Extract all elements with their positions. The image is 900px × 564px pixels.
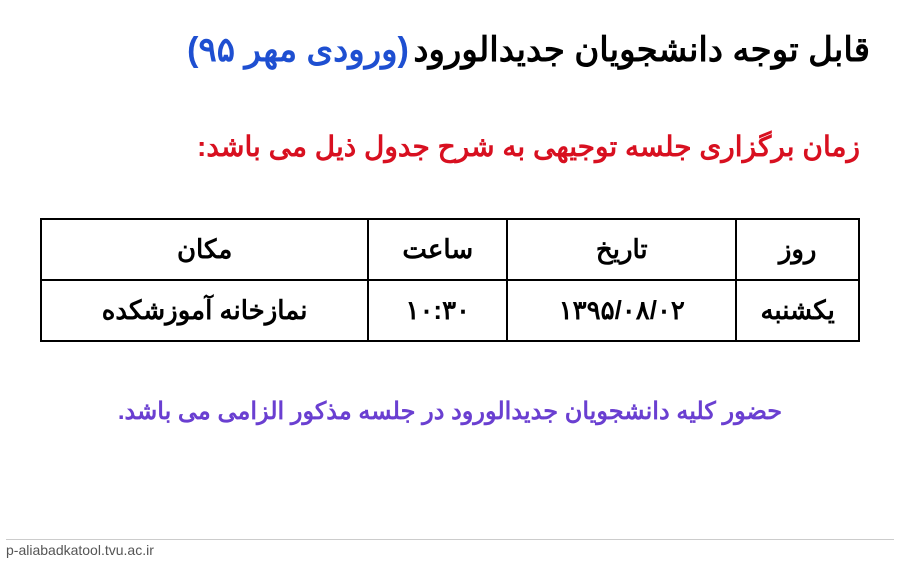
header-place: مکان xyxy=(41,219,368,280)
footer-note: حضور کلیه دانشجویان جدیدالورود در جلسه م… xyxy=(0,342,900,426)
title-sub: (ورودی مهر ۹۵) xyxy=(187,31,409,69)
header-day: روز xyxy=(736,219,859,280)
page-title-area: قابل توجه دانشجویان جدیدالورود (ورودی مه… xyxy=(0,0,900,70)
subtitle: زمان برگزاری جلسه توجیهی به شرح جدول ذیل… xyxy=(0,70,900,163)
schedule-table: روز تاریخ ساعت مکان یکشنبه ۱۳۹۵/۰۸/۰۲ ۱۰… xyxy=(40,218,860,342)
cell-time: ۱۰:۳۰ xyxy=(368,280,507,341)
cell-day: یکشنبه xyxy=(736,280,859,341)
title-main: قابل توجه دانشجویان جدیدالورود xyxy=(413,31,870,69)
header-date: تاریخ xyxy=(507,219,736,280)
table-header-row: روز تاریخ ساعت مکان xyxy=(41,219,859,280)
cell-date: ۱۳۹۵/۰۸/۰۲ xyxy=(507,280,736,341)
table-row: یکشنبه ۱۳۹۵/۰۸/۰۲ ۱۰:۳۰ نمازخانه آموزشکد… xyxy=(41,280,859,341)
header-time: ساعت xyxy=(368,219,507,280)
schedule-table-wrap: روز تاریخ ساعت مکان یکشنبه ۱۳۹۵/۰۸/۰۲ ۱۰… xyxy=(0,163,900,342)
cell-place: نمازخانه آموزشکده xyxy=(41,280,368,341)
source-url: p-aliabadkatool.tvu.ac.ir xyxy=(6,539,894,558)
